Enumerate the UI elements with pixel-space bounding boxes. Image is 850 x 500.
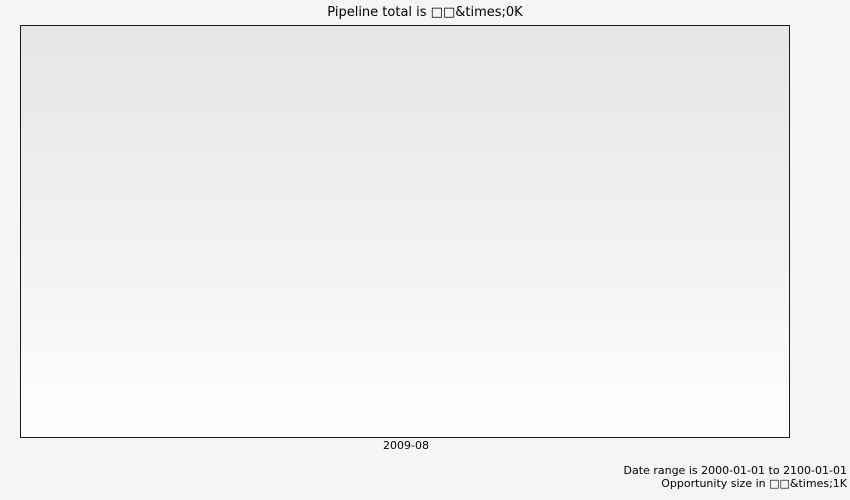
x-tick-label: 2009-08: [383, 439, 429, 452]
date-range-note: Date range is 2000-01-01 to 2100-01-01: [623, 464, 847, 477]
plot-area: [20, 25, 790, 438]
opportunity-size-note: Opportunity size in □□&times;1K: [661, 477, 847, 490]
chart-title: Pipeline total is □□&times;0K: [327, 5, 523, 20]
chart-footer-notes: Date range is 2000-01-01 to 2100-01-01 O…: [624, 464, 847, 490]
